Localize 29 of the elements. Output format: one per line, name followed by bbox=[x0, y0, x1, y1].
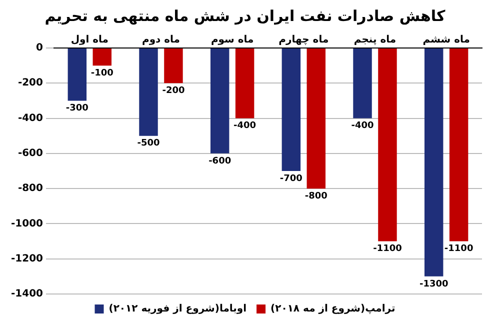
y-tick-label: 0 bbox=[36, 42, 44, 54]
data-label: -1100 bbox=[444, 244, 474, 254]
x-tick-label: ماه سوم bbox=[210, 34, 254, 46]
y-tick-label: -600 bbox=[18, 148, 44, 160]
x-tick-label: ماه اول bbox=[70, 34, 108, 46]
chart-title: کاهش صادرات نفت ایران در شش ماه منتهی به تحریم bbox=[44, 6, 446, 25]
x-tick-label: ماه ششم bbox=[422, 34, 470, 46]
data-label: -500 bbox=[137, 138, 160, 149]
y-tick-label: -800 bbox=[18, 183, 44, 194]
x-tick-label: ماه چهارم bbox=[278, 34, 329, 46]
data-label: -800 bbox=[304, 191, 328, 202]
data-label: -600 bbox=[208, 156, 232, 166]
data-label: -400 bbox=[234, 121, 256, 132]
data-label: -400 bbox=[351, 121, 374, 132]
data-label: -1100 bbox=[373, 244, 402, 254]
y-tick-label: -1000 bbox=[11, 218, 44, 230]
data-label: -100 bbox=[90, 68, 114, 78]
data-label: -300 bbox=[66, 104, 88, 114]
legend-label: ترامپ(شروع از مه ۲۰۱۸) bbox=[270, 304, 396, 315]
data-label: -1300 bbox=[419, 279, 448, 290]
data-label: -200 bbox=[162, 86, 185, 96]
y-tick-label: -400 bbox=[18, 112, 44, 124]
x-tick-label: ماه دوم bbox=[142, 34, 180, 46]
x-tick-label: ماه پنجم bbox=[354, 34, 396, 46]
y-tick-label: -1400 bbox=[11, 288, 44, 300]
data-label: -700 bbox=[280, 174, 302, 184]
y-tick-label: -1200 bbox=[11, 253, 44, 264]
legend-label: اوباما(شروع از فوریه ۲۰۱۲) bbox=[108, 304, 247, 315]
y-tick-label: -200 bbox=[18, 78, 44, 89]
